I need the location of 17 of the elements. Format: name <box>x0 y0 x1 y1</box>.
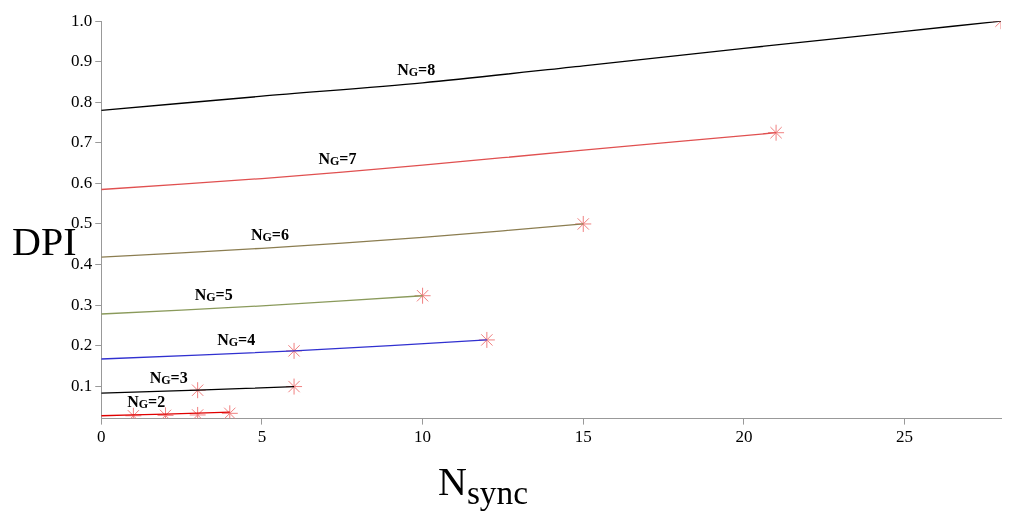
x-tick-label: 10 <box>414 427 432 447</box>
y-tick-label: 0.9 <box>71 51 93 71</box>
line-series <box>101 223 584 258</box>
y-tick-label: 0.7 <box>71 132 93 152</box>
x-tick-label: 0 <box>97 427 106 447</box>
x-tick-label: 5 <box>257 427 267 447</box>
y-tick-label: 0.1 <box>71 375 93 395</box>
x-tick-label: 20 <box>735 427 753 447</box>
y-tick-label: 0.3 <box>71 294 93 314</box>
y-tick-label: 1.0 <box>71 10 93 30</box>
y-tick-label: 0.6 <box>71 172 93 192</box>
line-series <box>101 132 777 191</box>
x-tick-label: 25 <box>896 427 914 447</box>
y-tick-label: 0.8 <box>71 91 93 111</box>
x-axis-title: N$_{sync}$ <box>438 458 528 513</box>
y-tick-label: 0.2 <box>71 335 93 355</box>
x-tick-label: 15 <box>574 427 592 447</box>
